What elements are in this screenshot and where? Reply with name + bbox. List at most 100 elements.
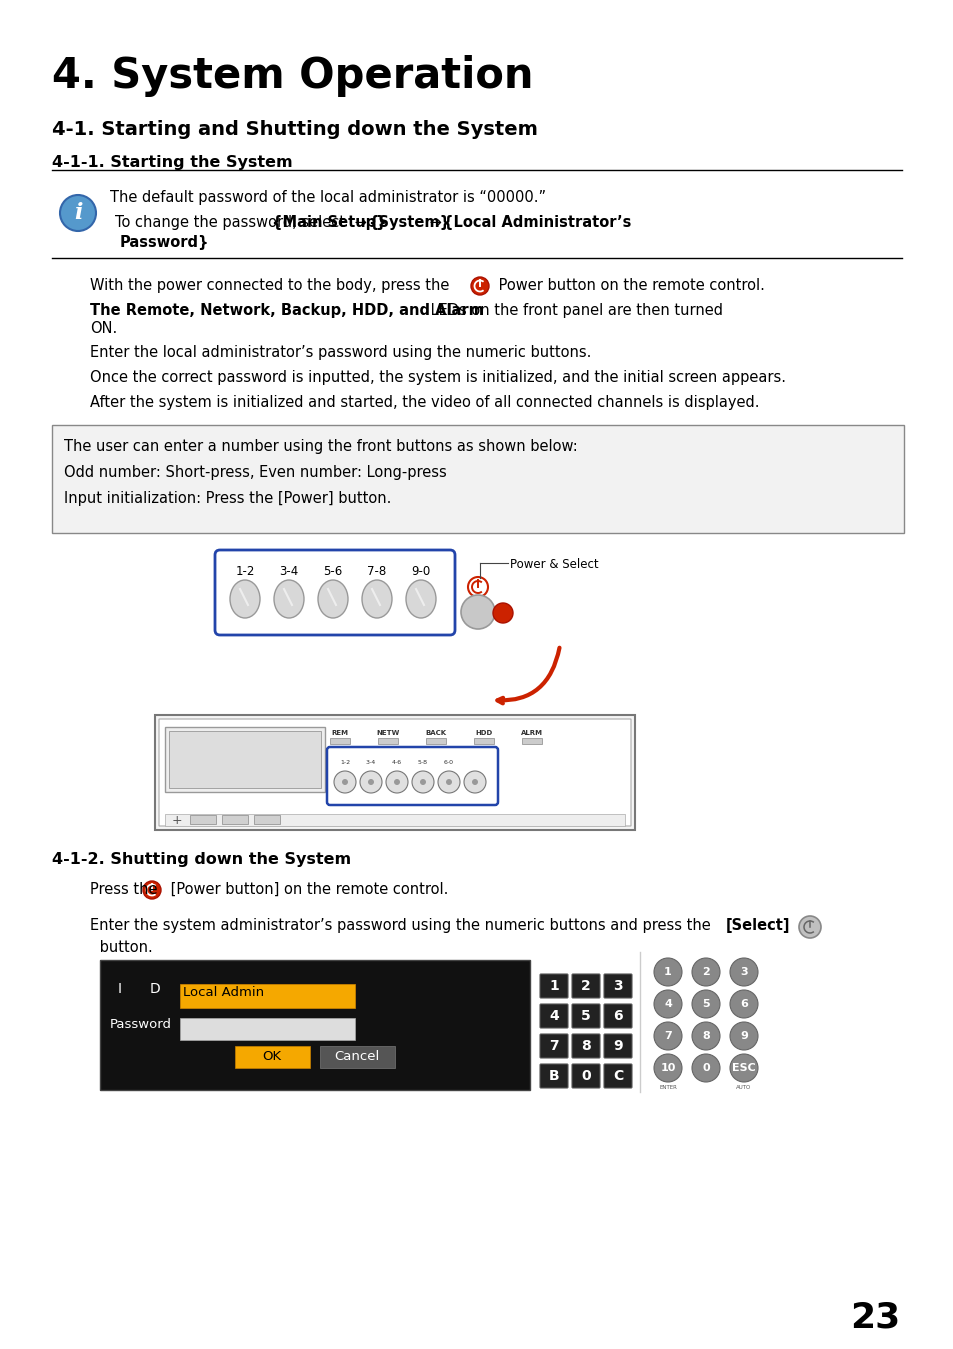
Text: 4-1. Starting and Shutting down the System: 4-1. Starting and Shutting down the Syst…: [52, 120, 537, 139]
Circle shape: [691, 958, 720, 986]
Text: B: B: [548, 1068, 558, 1083]
Circle shape: [468, 577, 488, 598]
FancyBboxPatch shape: [603, 1033, 631, 1058]
FancyBboxPatch shape: [603, 974, 631, 998]
Text: With the power connected to the body, press the: With the power connected to the body, pr…: [90, 278, 454, 293]
Bar: [169, 731, 320, 788]
Text: 1: 1: [549, 979, 558, 993]
Text: 1: 1: [663, 967, 671, 977]
Text: {Local Administrator’s: {Local Administrator’s: [442, 214, 631, 229]
Ellipse shape: [230, 580, 260, 618]
FancyBboxPatch shape: [154, 715, 635, 830]
Text: Enter the system administrator’s password using the numeric buttons and press th: Enter the system administrator’s passwor…: [90, 919, 715, 934]
Text: BACK: BACK: [425, 730, 446, 737]
Bar: [253, 815, 280, 824]
Text: 6: 6: [613, 1009, 622, 1023]
Text: Once the correct password is inputted, the system is initialized, and the initia: Once the correct password is inputted, t…: [90, 370, 785, 384]
Bar: [165, 727, 325, 792]
Circle shape: [729, 990, 758, 1018]
Text: {Main Setup}: {Main Setup}: [272, 214, 386, 229]
Text: 9: 9: [740, 1031, 747, 1041]
Text: Power button on the remote control.: Power button on the remote control.: [494, 278, 764, 293]
Circle shape: [334, 772, 355, 793]
Circle shape: [691, 1023, 720, 1050]
FancyBboxPatch shape: [572, 1064, 599, 1089]
Text: 6: 6: [740, 1000, 747, 1009]
FancyBboxPatch shape: [327, 747, 497, 805]
FancyBboxPatch shape: [572, 1004, 599, 1028]
Text: Power & Select: Power & Select: [510, 558, 598, 571]
Text: 8: 8: [701, 1031, 709, 1041]
Text: Input initialization: Press the [Power] button.: Input initialization: Press the [Power] …: [64, 491, 391, 506]
Text: Password: Password: [110, 1018, 172, 1031]
Text: Password}: Password}: [120, 235, 210, 250]
FancyBboxPatch shape: [539, 1064, 567, 1089]
Text: To change the password, select: To change the password, select: [115, 214, 349, 229]
Text: button.: button.: [95, 940, 152, 955]
Circle shape: [729, 1054, 758, 1082]
Circle shape: [654, 958, 681, 986]
Circle shape: [729, 1023, 758, 1050]
Bar: [319, 1045, 395, 1068]
Bar: [377, 738, 397, 745]
Text: {System}: {System}: [368, 214, 450, 229]
Circle shape: [386, 772, 408, 793]
Text: 4-6: 4-6: [392, 759, 401, 765]
Ellipse shape: [274, 580, 304, 618]
Circle shape: [472, 778, 477, 785]
Text: REM: REM: [331, 730, 348, 737]
Circle shape: [729, 958, 758, 986]
FancyBboxPatch shape: [603, 1004, 631, 1028]
Text: Enter the local administrator’s password using the numeric buttons.: Enter the local administrator’s password…: [90, 345, 591, 360]
Text: [Select]: [Select]: [725, 919, 790, 934]
Text: The Remote, Network, Backup, HDD, and Alarm: The Remote, Network, Backup, HDD, and Al…: [90, 304, 483, 318]
Ellipse shape: [406, 580, 436, 618]
Text: 23: 23: [849, 1300, 899, 1334]
Text: I: I: [118, 982, 122, 996]
Text: Odd number: Short-press, Even number: Long-press: Odd number: Short-press, Even number: Lo…: [64, 465, 446, 480]
Text: 5: 5: [580, 1009, 590, 1023]
Bar: [521, 738, 541, 745]
Text: ALRM: ALRM: [520, 730, 542, 737]
Text: Press the: Press the: [90, 882, 162, 897]
Text: After the system is initialized and started, the video of all connected channels: After the system is initialized and star…: [90, 395, 759, 410]
Text: D: D: [150, 982, 161, 996]
FancyBboxPatch shape: [52, 425, 903, 533]
FancyBboxPatch shape: [539, 974, 567, 998]
Text: i: i: [73, 202, 82, 224]
Text: ON.: ON.: [90, 321, 117, 336]
Circle shape: [471, 277, 489, 295]
Bar: [190, 815, 215, 824]
FancyBboxPatch shape: [572, 1033, 599, 1058]
Circle shape: [419, 778, 426, 785]
Circle shape: [446, 778, 452, 785]
Text: 0: 0: [701, 1063, 709, 1072]
Circle shape: [691, 1054, 720, 1082]
Circle shape: [460, 595, 495, 629]
Bar: [180, 1018, 355, 1040]
Ellipse shape: [317, 580, 348, 618]
Text: 9-0: 9-0: [411, 565, 430, 577]
Circle shape: [341, 778, 348, 785]
Text: C: C: [612, 1068, 622, 1083]
Text: 4-1-2. Shutting down the System: 4-1-2. Shutting down the System: [52, 853, 351, 867]
Circle shape: [654, 990, 681, 1018]
Circle shape: [359, 772, 381, 793]
Text: 1-2: 1-2: [339, 759, 350, 765]
Bar: [234, 1045, 310, 1068]
FancyBboxPatch shape: [159, 719, 630, 826]
Bar: [474, 738, 494, 745]
Text: HDD: HDD: [475, 730, 492, 737]
Text: →: →: [350, 214, 371, 229]
Bar: [222, 815, 248, 824]
Text: 2: 2: [580, 979, 590, 993]
FancyBboxPatch shape: [539, 1004, 567, 1028]
Text: 10: 10: [659, 1063, 675, 1072]
Circle shape: [412, 772, 434, 793]
Text: 4-1-1. Starting the System: 4-1-1. Starting the System: [52, 155, 293, 170]
Circle shape: [394, 778, 399, 785]
Bar: [180, 983, 355, 1008]
Text: 2: 2: [701, 967, 709, 977]
Text: 7: 7: [549, 1039, 558, 1054]
Text: 4: 4: [549, 1009, 558, 1023]
